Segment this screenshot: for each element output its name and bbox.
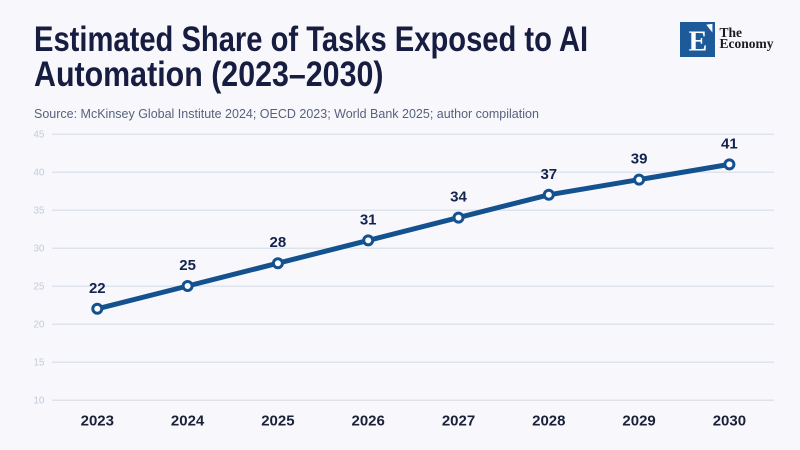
svg-text:34: 34	[450, 189, 467, 206]
svg-text:10: 10	[33, 395, 45, 406]
svg-text:2027: 2027	[442, 413, 475, 430]
svg-text:2025: 2025	[261, 413, 294, 430]
svg-text:40: 40	[33, 167, 45, 178]
svg-text:25: 25	[179, 257, 196, 274]
svg-text:20: 20	[33, 319, 45, 330]
svg-text:2030: 2030	[713, 413, 746, 430]
svg-text:25: 25	[33, 281, 45, 292]
svg-text:22: 22	[89, 280, 106, 297]
svg-text:45: 45	[33, 129, 45, 140]
svg-text:30: 30	[33, 243, 45, 254]
svg-text:2028: 2028	[532, 413, 565, 430]
svg-text:31: 31	[360, 211, 377, 228]
svg-text:35: 35	[33, 205, 45, 216]
svg-text:37: 37	[540, 166, 557, 183]
svg-text:2024: 2024	[171, 413, 205, 430]
svg-text:E: E	[689, 25, 708, 57]
svg-text:41: 41	[721, 135, 738, 152]
svg-text:2023: 2023	[81, 413, 114, 430]
svg-text:2026: 2026	[352, 413, 385, 430]
svg-text:39: 39	[631, 151, 648, 168]
svg-text:28: 28	[270, 234, 287, 251]
svg-text:15: 15	[33, 357, 45, 368]
svg-text:2029: 2029	[622, 413, 655, 430]
